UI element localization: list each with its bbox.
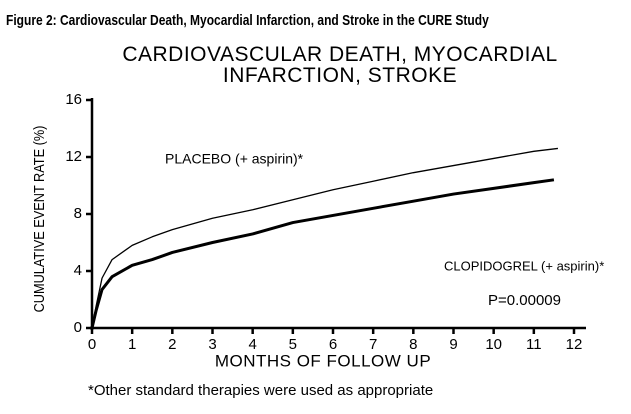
x-tick-label: 8 xyxy=(409,336,417,353)
x-tick-label: 5 xyxy=(289,336,297,353)
chart-title: CARDIOVASCULAR DEATH, MYOCARDIAL INFARCT… xyxy=(122,43,558,87)
y-tick-label: 16 xyxy=(65,91,82,108)
y-axis-label: CUMULATIVE EVENT RATE (%) xyxy=(30,126,47,313)
p-value: P=0.00009 xyxy=(488,292,561,309)
footnote: *Other standard therapies were used as a… xyxy=(88,382,433,399)
figure-caption: Figure 2: Cardiovascular Death, Myocardi… xyxy=(6,12,489,29)
x-tick-label: 12 xyxy=(566,336,583,353)
x-tick-label: 10 xyxy=(485,336,502,353)
x-axis-label: MONTHS OF FOLLOW UP xyxy=(215,351,431,370)
y-tick-label: 4 xyxy=(74,262,82,279)
x-tick-label: 9 xyxy=(449,336,457,353)
x-tick-label: 4 xyxy=(248,336,256,353)
y-tick-label: 0 xyxy=(74,319,82,336)
series-label: CLOPIDOGREL (+ aspirin)* xyxy=(444,258,604,273)
x-tick-label: 1 xyxy=(128,336,136,353)
x-tick-label: 7 xyxy=(369,336,377,353)
x-tick-label: 2 xyxy=(168,336,176,353)
x-tick-label: 0 xyxy=(88,336,96,353)
series-label: PLACEBO (+ aspirin)* xyxy=(165,151,304,167)
y-tick-label: 8 xyxy=(74,205,82,222)
y-tick-label: 12 xyxy=(65,148,82,165)
x-tick-label: 3 xyxy=(208,336,216,353)
x-tick-label: 6 xyxy=(329,336,337,353)
series-line xyxy=(91,147,559,329)
x-tick-label: 11 xyxy=(526,336,542,353)
series-line xyxy=(90,178,555,329)
